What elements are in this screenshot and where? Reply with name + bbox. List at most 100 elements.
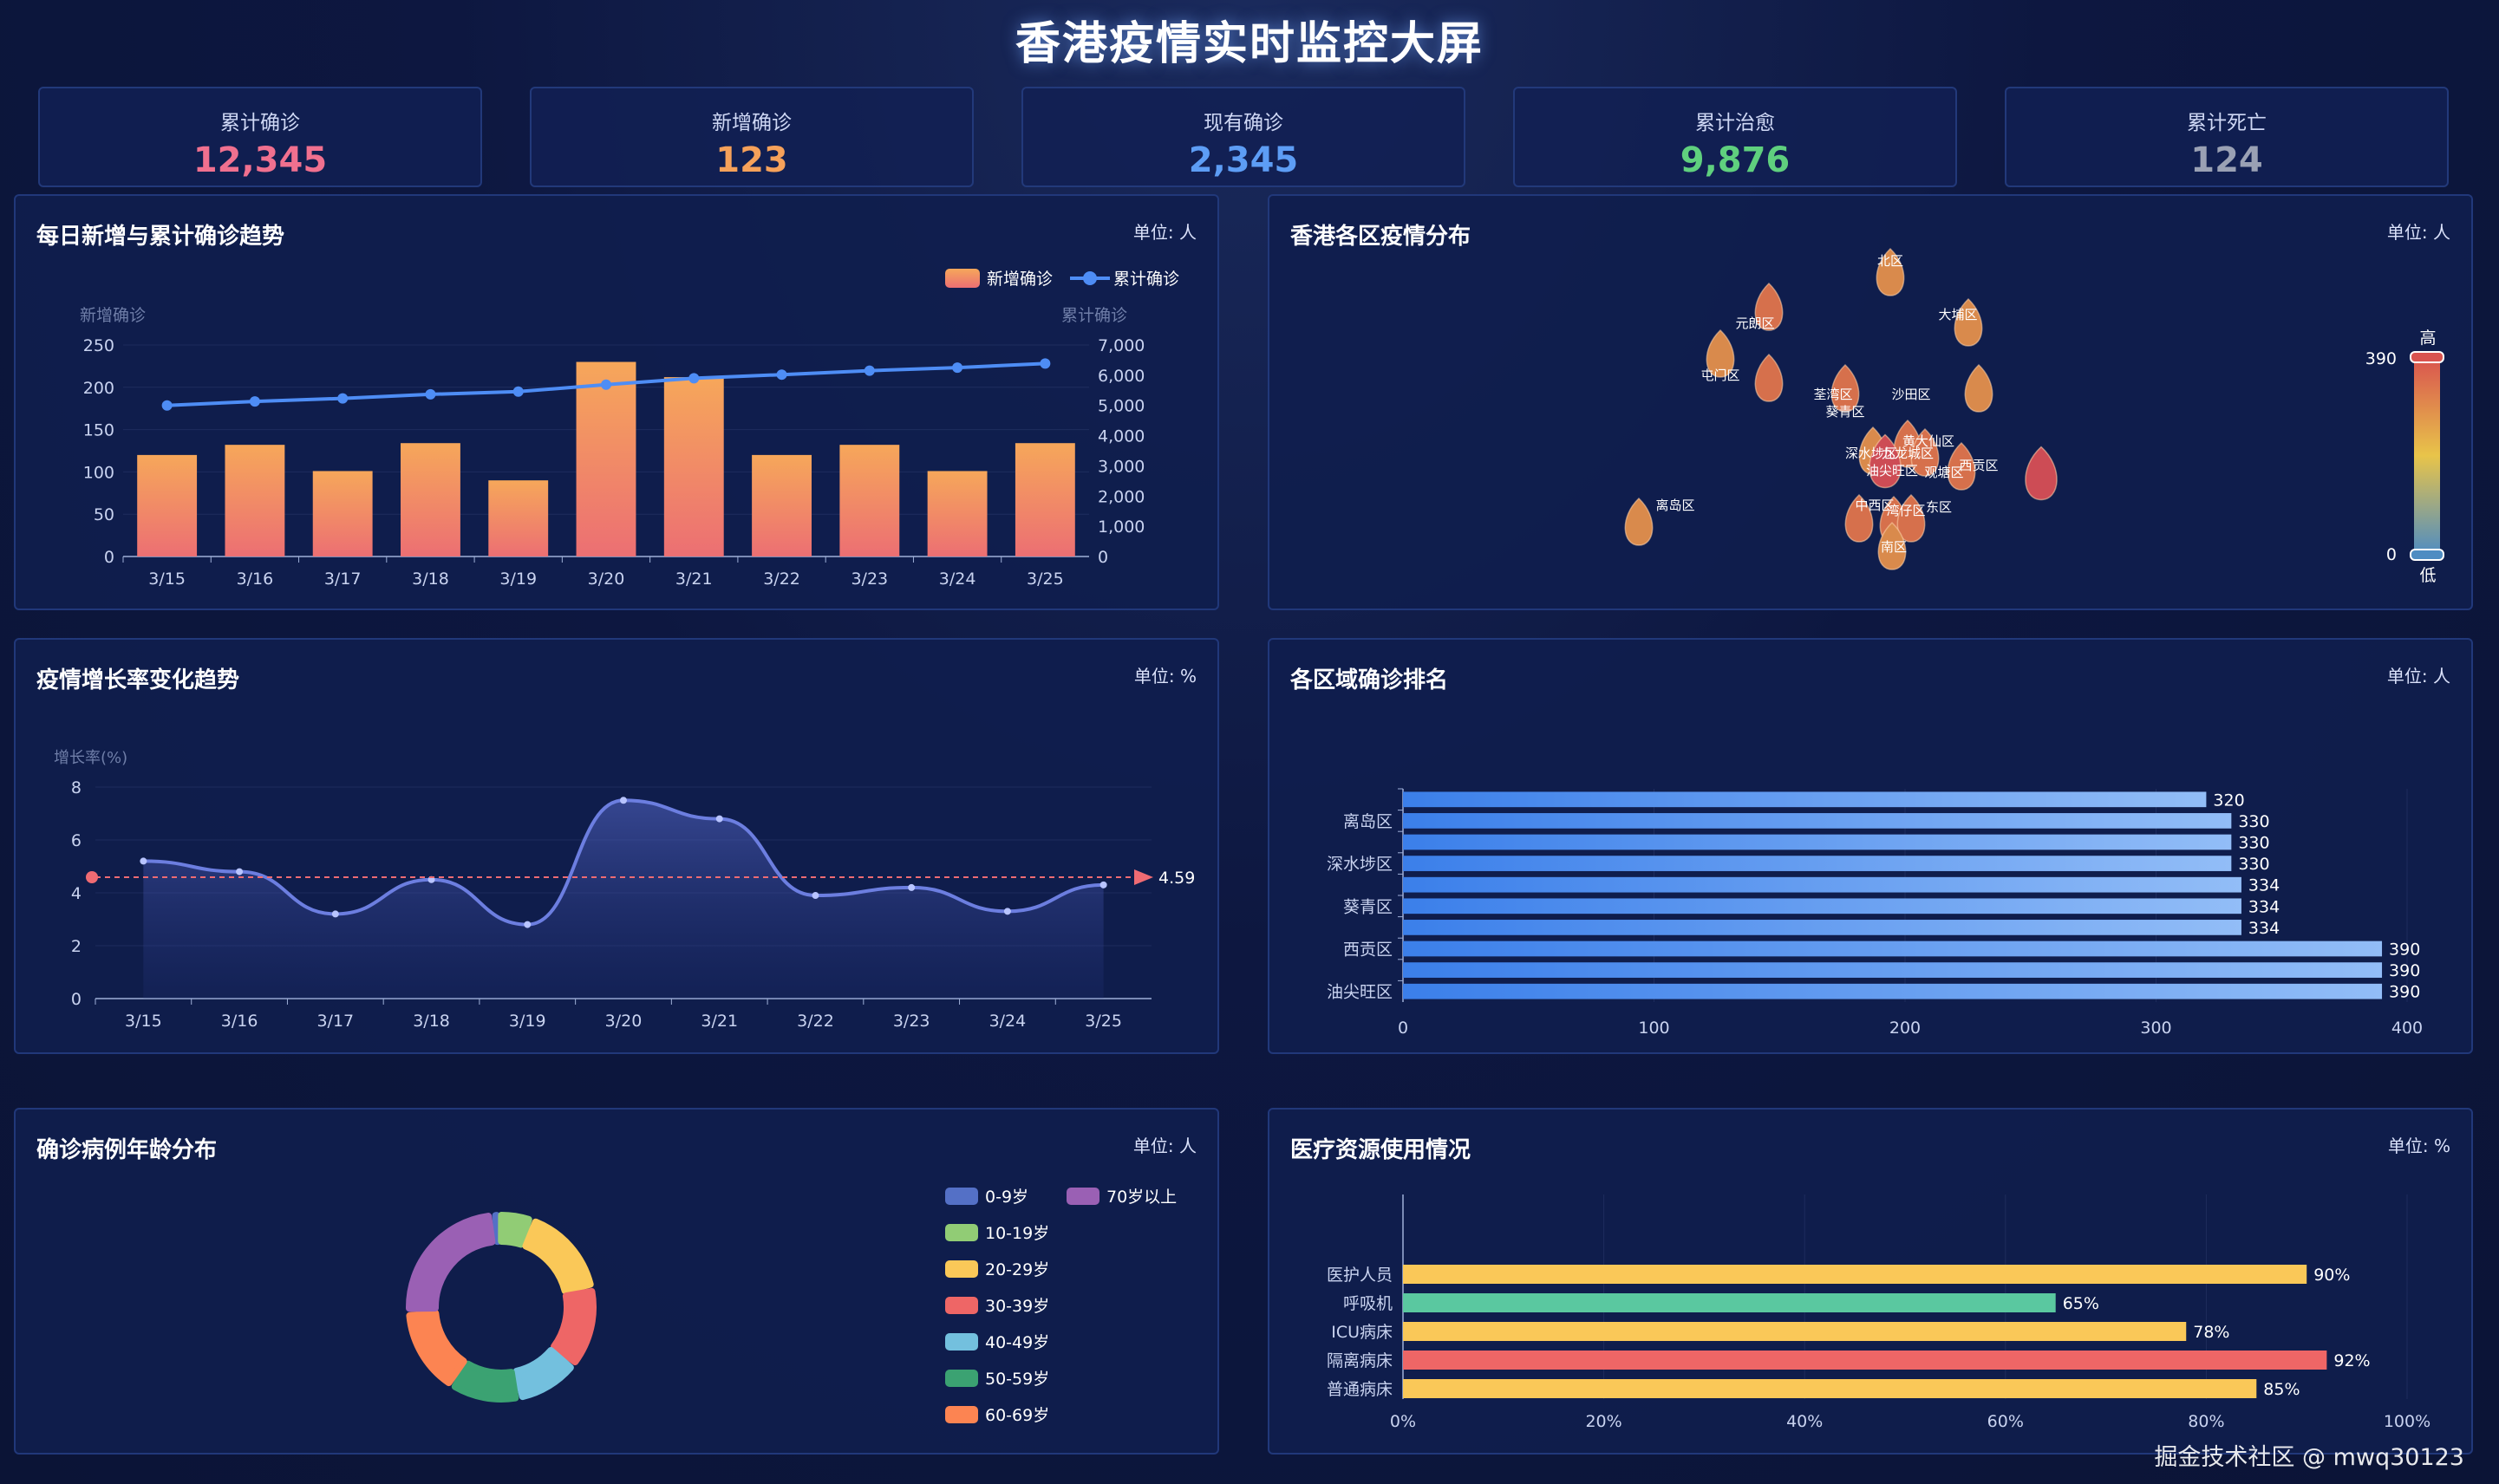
x-tick-label: 40% — [1786, 1412, 1823, 1431]
resource-bar — [1403, 1293, 2056, 1312]
map-region — [1910, 427, 1940, 477]
stat-label: 累计确诊 — [220, 112, 300, 134]
panel-title: 香港各区疫情分布 — [1290, 224, 1471, 250]
pie-slice — [551, 1287, 597, 1366]
legend-label: 60-69岁 — [985, 1406, 1049, 1425]
mark-line-label: 4.59 — [1158, 869, 1195, 888]
ranking-category-label: 西贡区 — [1343, 941, 1393, 960]
x-tick-label: 3/18 — [413, 1012, 450, 1031]
line-point-cumulative — [864, 365, 875, 376]
growth-chart: 0 2 4 6 8 增长率(%) 4.59 3/15 3/16 3/17 3/18 3/19 3/20 3… — [54, 749, 1195, 1031]
y-tick-label-left: 0 — [104, 548, 114, 567]
x-tick-label: 3/17 — [324, 570, 362, 589]
map-region — [1754, 282, 1784, 331]
stat-card-recovered: 累计治愈 9,876 — [1513, 87, 1957, 187]
map-region-label: 深水埗区 — [1845, 446, 1897, 461]
bar-new-cases — [401, 443, 460, 556]
x-tick-label: 3/20 — [605, 1012, 643, 1031]
resource-category-label: ICU病床 — [1331, 1323, 1393, 1342]
ranking-value-label: 334 — [2248, 919, 2280, 938]
resource-value-label: 65% — [2063, 1294, 2099, 1313]
map-region-label: 东区 — [1926, 499, 1952, 515]
x-tick-label: 3/19 — [509, 1012, 546, 1031]
legend-label: 30-39岁 — [985, 1297, 1049, 1316]
map-region — [1947, 441, 1976, 491]
panel-title: 各区域确诊排名 — [1290, 667, 1449, 693]
ranking-category-label: 离岛区 — [1343, 812, 1393, 831]
y-axis-label-right: 累计确诊 — [1061, 306, 1127, 325]
map-panel: 香港各区疫情分布 单位: 人 北区 元朗区 大埔区 屯门区 荃湾区 沙田区 葵青区 黄大仙区深… — [1268, 194, 2473, 610]
ranking-bar — [1403, 791, 2207, 808]
medical-panel: 医疗资源使用情况 单位: % 0% 20% 40% 60% 80% 100% 90% 医护人员… — [1268, 1108, 2473, 1455]
stat-value: 12,345 — [192, 140, 328, 180]
y-tick-label-right: 4,000 — [1098, 427, 1145, 446]
visual-map-handle-top — [2410, 351, 2444, 363]
legend-swatch — [945, 1188, 978, 1205]
legend-label-cumulative: 累计确诊 — [1113, 270, 1179, 289]
map-region — [1869, 433, 1902, 489]
visual-map-max: 390 — [2365, 349, 2397, 368]
ranking-category-label: 葵青区 — [1343, 897, 1393, 916]
stat-value: 123 — [715, 140, 788, 180]
x-tick-label: 3/15 — [148, 570, 186, 589]
panel-title: 疫情增长率变化趋势 — [36, 667, 240, 693]
x-tick-label: 3/22 — [797, 1012, 834, 1031]
visual-map-low-label: 低 — [2419, 566, 2436, 585]
ranking-value-label: 334 — [2248, 897, 2280, 916]
map-region — [1896, 493, 1926, 543]
pie-slice — [406, 1310, 467, 1387]
legend-swatch — [945, 1370, 978, 1387]
legend-label: 10-19岁 — [985, 1224, 1049, 1243]
map-region-label: 北区 — [1877, 253, 1903, 269]
map-region-label: 荃湾区 — [1813, 387, 1852, 402]
x-tick-label: 100 — [1638, 1019, 1669, 1038]
x-tick-label: 3/24 — [989, 1012, 1027, 1031]
map-region — [1706, 329, 1735, 378]
ranking-bar — [1403, 920, 2241, 935]
trend-panel: 每日新增与累计确诊趋势 单位: 人 0 50 100 150 200 250 0 1,000 2… — [14, 194, 1219, 610]
y-tick-label-right: 7,000 — [1098, 336, 1145, 355]
y-tick-label-right: 2,000 — [1098, 487, 1145, 506]
growth-line — [143, 798, 1104, 927]
growth-point — [812, 892, 819, 900]
age-chart: 0-9岁 10-19岁 20-29岁 30-39岁 40-49岁 50-59岁 60-69岁… — [406, 1188, 1177, 1425]
page-title: 香港疫情实时监控大屏 — [1015, 18, 1484, 70]
line-point-cumulative — [512, 386, 524, 397]
x-tick-label: 3/18 — [412, 570, 449, 589]
ranking-value-label: 330 — [2238, 834, 2269, 853]
stat-label: 累计治愈 — [1695, 112, 1775, 134]
stat-value: 9,876 — [1680, 140, 1791, 180]
ranking-value-label: 390 — [2389, 941, 2420, 960]
resource-value-label: 78% — [2193, 1323, 2229, 1342]
legend-label: 20-29岁 — [985, 1260, 1049, 1279]
ranking-bar — [1403, 813, 2232, 829]
legend-swatch — [945, 1297, 978, 1314]
bar-new-cases — [488, 480, 549, 556]
x-tick-label: 3/24 — [939, 570, 976, 589]
x-tick-label: 80% — [2188, 1412, 2224, 1431]
map-region-label: 九龙城区 — [1882, 446, 1934, 461]
y-tick-label-right: 3,000 — [1098, 457, 1145, 476]
mark-line-arrow — [1134, 869, 1153, 886]
growth-point — [331, 910, 339, 918]
ranking-bar — [1403, 983, 2383, 999]
map-region-label: 南区 — [1881, 539, 1907, 555]
legend-swatch-new — [945, 269, 980, 288]
x-tick-label: 400 — [2391, 1019, 2423, 1038]
x-tick-label: 3/16 — [221, 1012, 258, 1031]
bar-new-cases — [576, 361, 636, 556]
ranking-value-label: 330 — [2238, 812, 2269, 831]
resource-category-label: 医护人员 — [1327, 1266, 1393, 1285]
bar-new-cases — [752, 454, 812, 556]
stat-label: 现有确诊 — [1204, 112, 1283, 134]
y-axis-label: 增长率(%) — [54, 749, 127, 767]
x-tick-label: 3/19 — [499, 570, 537, 589]
map-region-label: 中西区 — [1855, 498, 1894, 513]
y-tick-label-right: 1,000 — [1098, 517, 1145, 537]
x-tick-label: 3/23 — [851, 570, 888, 589]
x-tick-label: 3/20 — [588, 570, 625, 589]
resource-bar — [1403, 1322, 2187, 1341]
panel-unit: 单位: % — [2387, 1136, 2450, 1156]
ranking-bar — [1403, 834, 2232, 850]
x-tick-label: 3/21 — [701, 1012, 738, 1031]
